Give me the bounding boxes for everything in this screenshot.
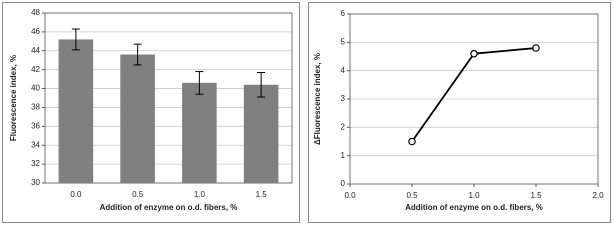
x-tick-label: 0.0 xyxy=(70,190,82,199)
y-tick-label: 3 xyxy=(341,94,346,103)
x-tick-label: 1.5 xyxy=(530,191,542,200)
y-tick-label: 42 xyxy=(31,65,40,74)
x-tick-label: 1.5 xyxy=(256,190,268,199)
x-tick-label: 0.0 xyxy=(344,191,356,200)
y-tick-label: 44 xyxy=(31,46,40,55)
x-tick-label: 0.5 xyxy=(132,190,144,199)
y-tick-label: 48 xyxy=(31,8,40,17)
y-tick-label: 40 xyxy=(31,84,40,93)
y-axis-label: Fluorescence index, % xyxy=(9,55,18,141)
bar xyxy=(120,54,155,183)
y-tick-label: 46 xyxy=(31,27,40,36)
y-tick-label: 1 xyxy=(341,151,346,160)
panel-frame xyxy=(308,2,611,223)
point xyxy=(532,44,540,52)
x-tick-label: 1.0 xyxy=(468,191,480,200)
bar xyxy=(58,39,94,183)
point xyxy=(408,137,416,146)
y-tick-label: 34 xyxy=(31,140,40,149)
y-tick-label: 30 xyxy=(31,178,40,187)
y-tick-label: 6 xyxy=(341,9,346,18)
y-tick-label: 38 xyxy=(31,103,40,112)
y-tick-label: 2 xyxy=(341,122,346,131)
x-axis-label: Addition of enzyme on o.d. fibers, % xyxy=(100,203,238,212)
y-tick-label: 4 xyxy=(341,66,346,75)
bar xyxy=(182,82,217,183)
point xyxy=(470,49,478,58)
y-tick-label: 32 xyxy=(31,159,40,168)
x-tick-label: 2.0 xyxy=(592,191,604,200)
plot-frame xyxy=(44,12,293,184)
y-tick-label: 36 xyxy=(31,121,40,130)
x-tick-label: 1.0 xyxy=(194,190,206,199)
y-axis-label: ΔFluorescence index, % xyxy=(313,53,322,145)
y-tick-label: 5 xyxy=(341,37,346,46)
y-tick-label: 0 xyxy=(341,179,346,188)
x-axis-label: Addition of enzyme on o.d. fibers, % xyxy=(405,203,543,212)
bar xyxy=(243,84,279,183)
x-tick-label: 0.5 xyxy=(406,191,418,200)
